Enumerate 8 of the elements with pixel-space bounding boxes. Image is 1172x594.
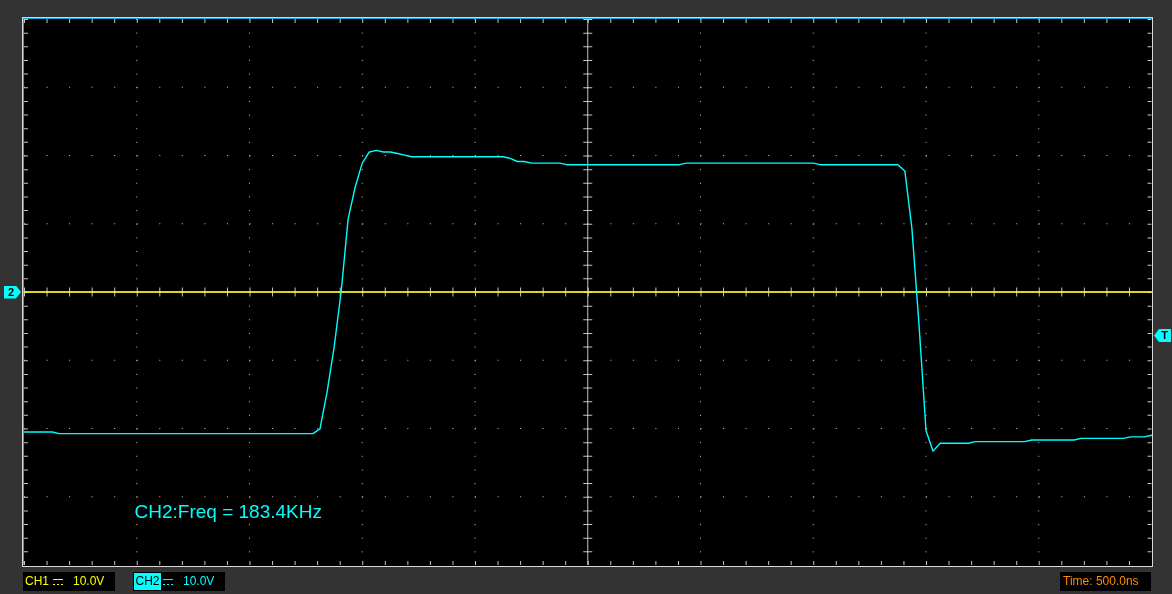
text: 10.0V: [183, 574, 215, 588]
annotation: 2: [8, 285, 15, 298]
text: T: [1161, 329, 1168, 341]
text: Time: 500.0ns: [1063, 574, 1139, 588]
text: CH2:Freq = 183.4KHz: [134, 501, 322, 522]
legend-label: CH1: [25, 574, 50, 588]
legend-label: CH2: [135, 573, 160, 588]
text: 10.0V: [73, 574, 105, 588]
